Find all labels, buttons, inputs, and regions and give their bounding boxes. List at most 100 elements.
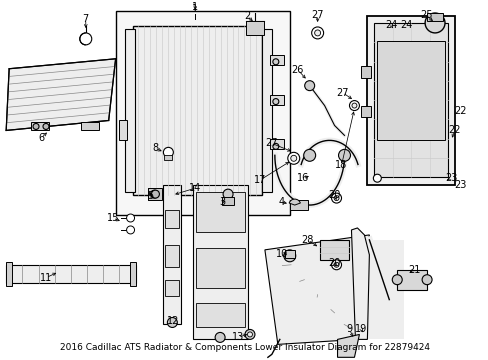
Text: 28: 28	[301, 235, 313, 245]
Text: 23: 23	[454, 180, 466, 190]
Text: 16: 16	[296, 173, 308, 183]
Circle shape	[349, 100, 359, 111]
Bar	[165, 210, 179, 228]
Bar	[165, 280, 179, 296]
Text: 1: 1	[192, 4, 198, 14]
Bar	[31, 122, 49, 130]
Text: 5: 5	[147, 191, 153, 201]
Text: 15: 15	[106, 213, 119, 223]
Circle shape	[333, 262, 338, 267]
Text: 27: 27	[265, 138, 278, 148]
Bar	[269, 55, 283, 65]
Text: 13: 13	[231, 332, 244, 342]
Bar	[377, 41, 444, 140]
Bar	[396, 270, 426, 290]
Polygon shape	[337, 334, 359, 357]
Bar	[193, 185, 247, 339]
Polygon shape	[351, 228, 368, 339]
Circle shape	[167, 318, 177, 328]
Polygon shape	[264, 235, 368, 345]
Text: 24: 24	[385, 20, 397, 30]
Bar	[196, 248, 244, 288]
Bar	[132, 26, 262, 195]
Bar	[374, 23, 447, 177]
Circle shape	[43, 123, 49, 130]
Bar	[165, 245, 179, 267]
Bar	[361, 66, 370, 78]
Bar	[115, 11, 289, 215]
Circle shape	[311, 27, 323, 39]
Circle shape	[247, 332, 252, 337]
Bar	[148, 188, 160, 200]
Circle shape	[338, 149, 350, 161]
Text: 19: 19	[355, 324, 367, 334]
Text: 24: 24	[399, 20, 411, 30]
Circle shape	[424, 13, 444, 33]
Text: 1: 1	[192, 2, 198, 12]
Wedge shape	[288, 199, 300, 205]
Bar	[196, 303, 244, 328]
Bar	[284, 250, 294, 258]
Bar	[222, 197, 234, 205]
Circle shape	[290, 155, 296, 161]
Text: 23: 23	[444, 173, 456, 183]
Bar	[129, 262, 135, 286]
Bar	[148, 188, 162, 200]
Bar	[319, 240, 349, 260]
Circle shape	[80, 33, 92, 45]
Text: 20: 20	[328, 258, 340, 268]
Text: 18: 18	[335, 160, 347, 170]
Bar	[245, 21, 264, 35]
Circle shape	[421, 275, 431, 285]
Text: 20: 20	[328, 190, 340, 200]
Circle shape	[351, 103, 356, 108]
Circle shape	[314, 30, 320, 36]
Text: 27: 27	[311, 10, 323, 20]
Circle shape	[333, 195, 338, 201]
Text: 27: 27	[336, 87, 348, 98]
Text: 2016 Cadillac ATS Radiator & Components Lower Insulator Diagram for 22879424: 2016 Cadillac ATS Radiator & Components …	[60, 343, 429, 352]
Circle shape	[304, 81, 314, 91]
Circle shape	[150, 190, 158, 198]
Text: 4: 4	[278, 197, 285, 207]
Text: 9: 9	[346, 324, 352, 334]
Circle shape	[283, 250, 295, 262]
Text: 11: 11	[40, 273, 52, 283]
Bar	[124, 29, 134, 192]
Bar	[119, 121, 126, 140]
Bar	[289, 200, 307, 210]
Circle shape	[287, 152, 299, 164]
Circle shape	[391, 275, 402, 285]
Text: 22: 22	[448, 125, 460, 135]
Circle shape	[272, 99, 278, 104]
Text: 7: 7	[82, 14, 89, 24]
Text: 3: 3	[219, 197, 224, 207]
Text: 6: 6	[38, 134, 44, 143]
Circle shape	[163, 147, 173, 157]
Bar	[81, 122, 99, 130]
Bar	[269, 139, 283, 149]
Bar	[366, 16, 454, 185]
Text: 21: 21	[407, 265, 420, 275]
Circle shape	[126, 226, 134, 234]
Circle shape	[331, 260, 341, 270]
Text: 26: 26	[291, 65, 304, 75]
Bar	[361, 105, 370, 117]
Circle shape	[272, 59, 278, 65]
Text: 17: 17	[253, 175, 265, 185]
Bar	[354, 240, 404, 339]
Bar	[6, 262, 12, 286]
Circle shape	[373, 174, 381, 182]
Text: 12: 12	[167, 316, 179, 327]
Bar	[164, 155, 172, 160]
Text: 14: 14	[189, 183, 201, 193]
Bar	[163, 185, 181, 324]
Circle shape	[126, 214, 134, 222]
Polygon shape	[6, 59, 115, 130]
Bar	[196, 192, 244, 232]
Bar	[262, 29, 271, 192]
Bar	[269, 95, 283, 104]
Circle shape	[272, 143, 278, 149]
Text: 2: 2	[244, 11, 249, 21]
Circle shape	[215, 332, 224, 342]
